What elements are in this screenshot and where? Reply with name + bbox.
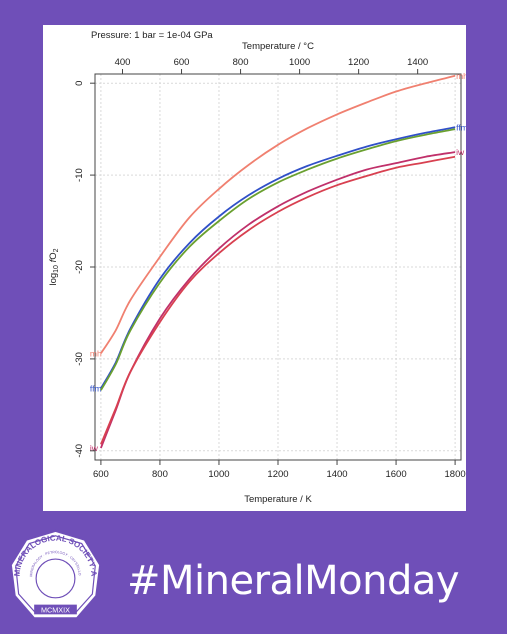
- top-tick-label: 800: [233, 57, 249, 68]
- y-tick-label: -30: [74, 352, 85, 366]
- series-label-end-mh: mh: [456, 71, 466, 81]
- top-tick-label: 1400: [407, 57, 428, 68]
- chart-card: mh mh ffm ffm iw iw 600 800 1000 1200 1400 1600 180…: [43, 25, 466, 511]
- fo2-buffer-chart: mh mh ffm ffm iw iw 600 800 1000 1200 1400 1600 180…: [48, 30, 466, 505]
- x-tick-label: 1000: [208, 469, 229, 480]
- series-label-start-iw: iw: [90, 443, 99, 453]
- msa-logo: MINERALOGICAL SOCIETY·AMERICA MINERALOGY…: [7, 528, 102, 620]
- logo-year: MCMXIX: [41, 605, 70, 614]
- series-label-end-iw: iw: [456, 147, 465, 157]
- hashtag-text: #MineralMonday: [127, 558, 460, 604]
- series-line-iqf-4: [100, 155, 456, 445]
- top-tick-label: 1200: [348, 57, 369, 68]
- series-label-end-ffm: ffm: [456, 122, 466, 132]
- x-tick-label: 1600: [385, 469, 406, 480]
- series-line-ffm-1: [100, 126, 456, 389]
- axis-layer: 600 800 1000 1200 1400 1600 1800 400 600 800 1000 1…: [74, 57, 466, 480]
- logo-year-band: [34, 604, 77, 615]
- top-tick-label: 600: [174, 57, 190, 68]
- y-tick-label: 0: [74, 81, 85, 86]
- y-tick-label: -40: [74, 444, 85, 458]
- x-tick-label: 1200: [267, 469, 288, 480]
- logo-seal: [35, 558, 76, 599]
- series-line-ffm-2: [100, 128, 456, 391]
- chart-title: Pressure: 1 bar = 1e-04 GPa: [91, 30, 213, 41]
- top-tick-label: 400: [115, 57, 131, 68]
- series-label-start-ffm: ffm: [90, 383, 102, 393]
- y-tick-label: -20: [74, 260, 85, 274]
- x-tick-label: 1800: [445, 469, 466, 480]
- x-tick-label: 800: [152, 469, 168, 480]
- y-axis-label: log10 fO2: [48, 248, 60, 285]
- series-label-start-mh: mh: [90, 348, 102, 358]
- x-tick-label: 1400: [326, 469, 347, 480]
- y-tick-label: -10: [74, 168, 85, 182]
- grid: [95, 74, 461, 460]
- series-layer: mh mh ffm ffm iw iw: [90, 71, 466, 453]
- series-line-mh-0: [100, 74, 456, 354]
- top-axis-label: Temperature / °C: [242, 41, 314, 52]
- x-tick-label: 600: [93, 469, 109, 480]
- top-tick-label: 1000: [289, 57, 310, 68]
- logo-outline: [9, 529, 102, 620]
- x-axis-label: Temperature / K: [244, 494, 312, 505]
